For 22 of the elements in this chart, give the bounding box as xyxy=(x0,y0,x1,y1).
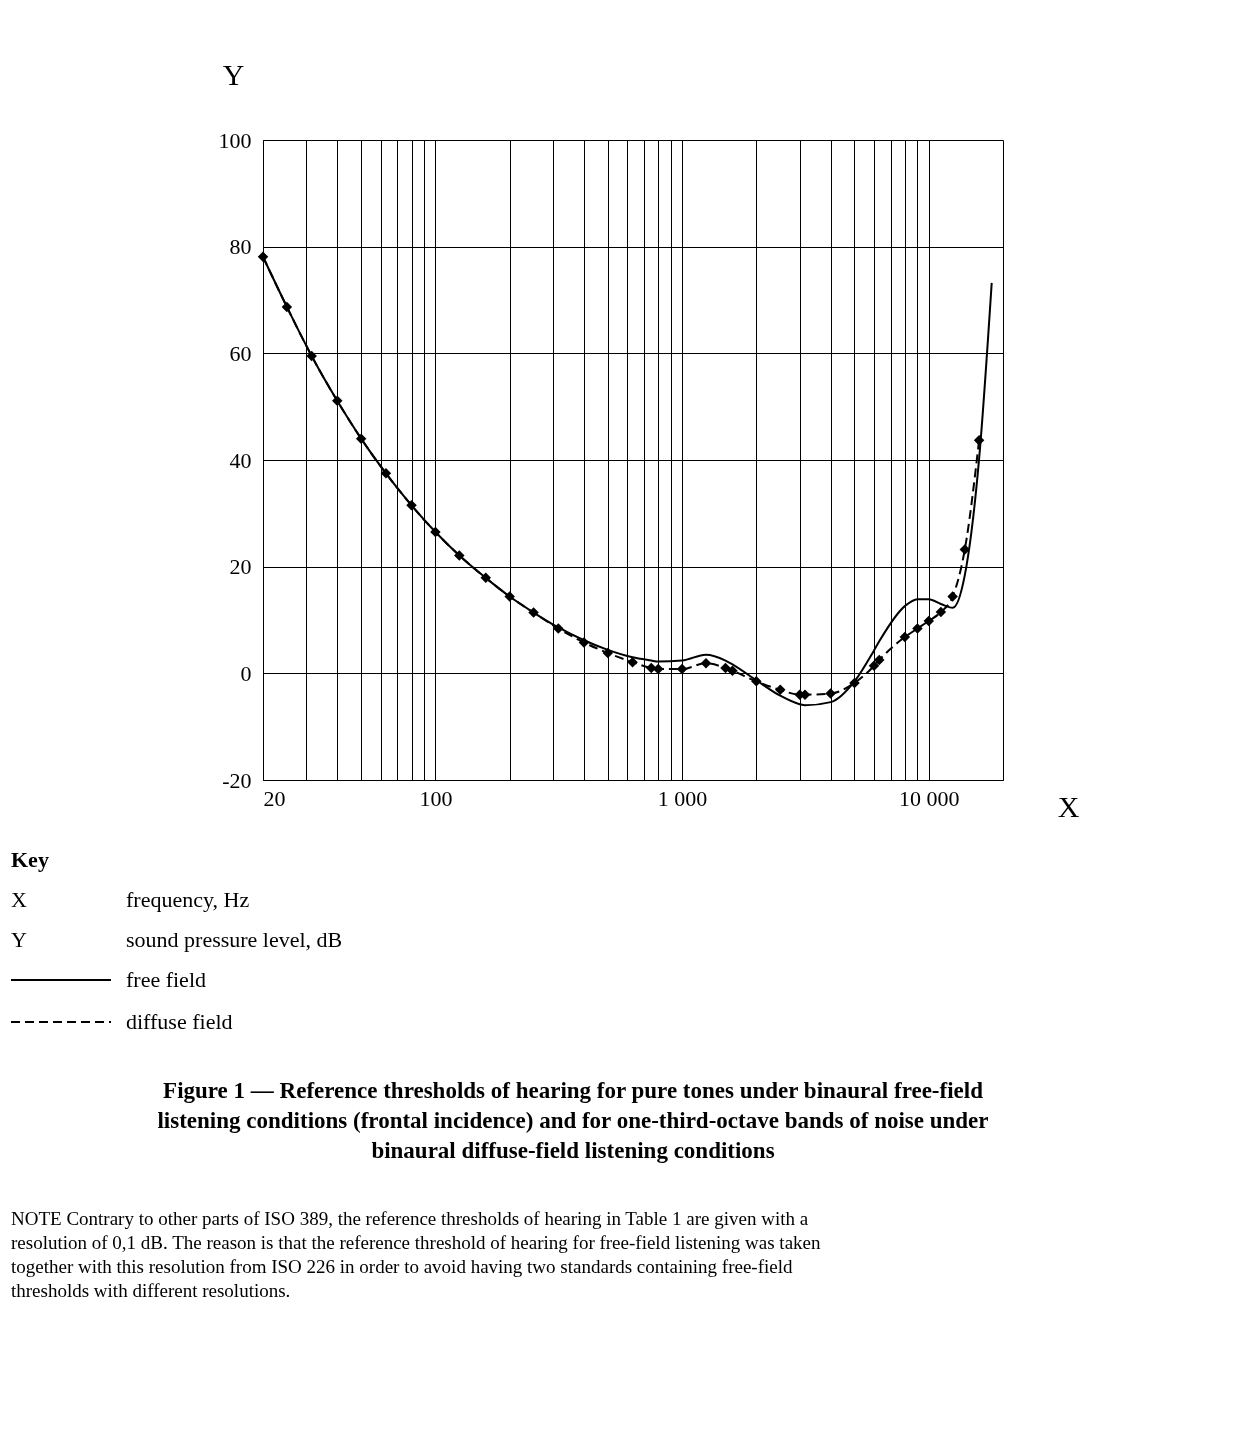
y-tick-label: 100 xyxy=(218,127,252,153)
y-tick-label: -20 xyxy=(222,767,252,793)
text: X xyxy=(11,887,27,912)
legend-label: free field xyxy=(126,967,206,992)
y-tick-label: 60 xyxy=(229,340,252,366)
text: frequency, Hz xyxy=(126,887,250,912)
x-tick-label: 100 xyxy=(419,785,453,811)
text: sound pressure level, dB xyxy=(126,927,343,952)
y-axis-title: Y xyxy=(222,57,245,91)
y-tick-label: 40 xyxy=(229,447,252,473)
x-tick-label: 20 xyxy=(263,785,286,811)
x-tick-label: 1 000 xyxy=(657,785,708,811)
text: Key xyxy=(11,847,49,872)
text: Figure 1 — Reference thresholds of hearing for pure tones under binaural free-field listening conditions (frontal incidence) and for one-third-octave bands of noise under binaural diffuse-field listening conditions xyxy=(157,1078,989,1163)
legend-label: diffuse field xyxy=(126,1009,233,1034)
x-axis-title: X xyxy=(1057,789,1080,823)
y-tick-label: 20 xyxy=(229,554,252,580)
y-tick-label: 0 xyxy=(240,660,252,686)
x-tick-label: 10 000 xyxy=(899,785,960,811)
text: Y xyxy=(11,927,27,952)
text: NOTE Contrary to other parts of ISO 389, the reference thresholds of hearing in Table 1 are given with a resolution of 0,1 dB. The reason is that the reference threshold of hearing for free-field listening was taken together with this resolution from ISO 226 in order to avoid having two standards containing free-field thresholds with different resolutions. xyxy=(11,1208,822,1301)
y-tick-label: 80 xyxy=(229,234,252,260)
